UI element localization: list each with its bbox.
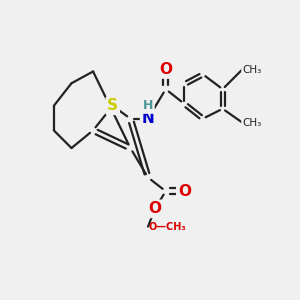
Text: O: O	[148, 201, 161, 216]
Text: N: N	[142, 111, 154, 126]
Text: H: H	[143, 99, 153, 112]
Text: S: S	[107, 98, 118, 113]
Text: O: O	[178, 184, 191, 199]
Text: O—CH₃: O—CH₃	[148, 222, 186, 232]
Text: CH₃: CH₃	[242, 118, 262, 128]
Text: CH₃: CH₃	[242, 64, 262, 74]
Text: O: O	[159, 62, 172, 77]
